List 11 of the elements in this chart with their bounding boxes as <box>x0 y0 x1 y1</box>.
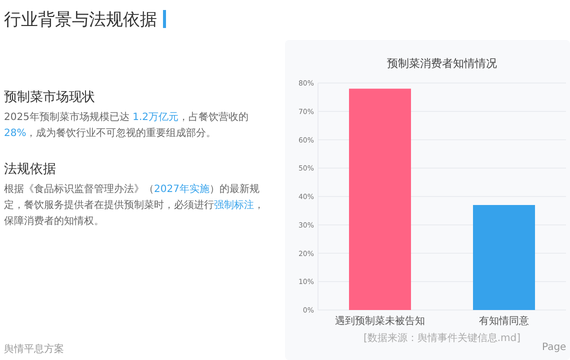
x-tick-label: 有知情同意 <box>479 315 529 327</box>
text: 预制菜市场现状 <box>4 89 95 106</box>
text: 2025年预制菜市场规模已达 1.2万亿元，占餐饮营收的 28%，成为餐饮行业不可忽视的重要组成部分。 <box>4 112 249 139</box>
text: 法规依据 <box>4 161 56 178</box>
text: Page <box>542 342 566 353</box>
x-tick-label: 遇到预制菜未被告知 <box>335 315 425 327</box>
text: 行业背景与法规依据 <box>4 9 157 31</box>
text: 舆情平息方案 <box>4 342 64 356</box>
text: 根据《食品标识监督管理办法》（2027年实施）的最新规定，餐饮服务提供者在提供预制菜时，必须进行强制标注，保障消费者的知情权。 <box>4 184 264 227</box>
text: [数据来源：舆情事件关键信息.md] <box>363 332 521 344</box>
chart-title: 预制菜消费者知情情况 <box>387 57 497 70</box>
